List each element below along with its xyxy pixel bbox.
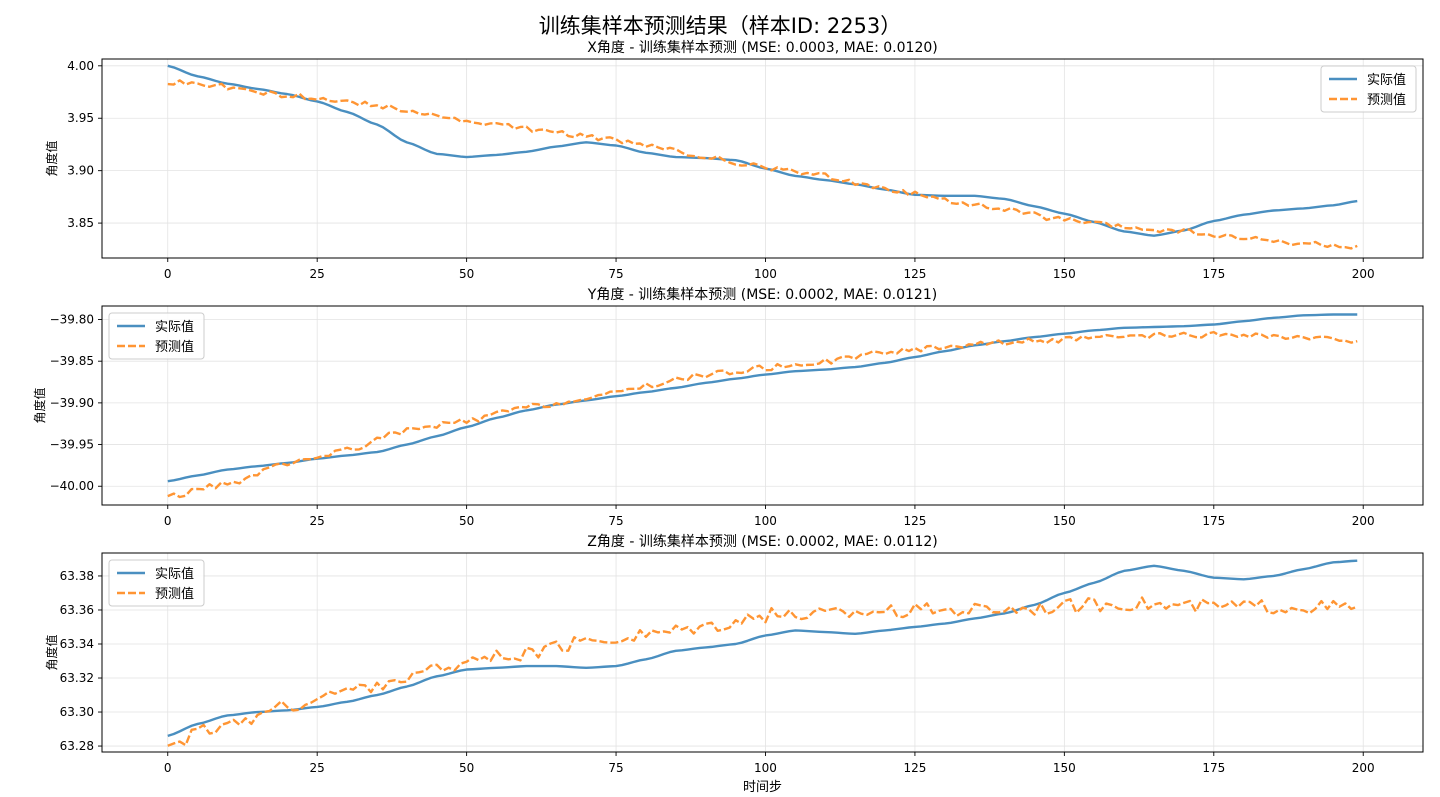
y-tick-label: 3.90	[67, 164, 94, 178]
x-tick-label: 50	[459, 761, 474, 775]
legend-box	[108, 312, 205, 360]
figure-title: 训练集样本预测结果（样本ID: 2253）	[538, 14, 902, 38]
y-tick-label: −39.85	[50, 354, 94, 368]
legend-label-actual: 实际值	[155, 566, 194, 582]
series-line-predicted	[167, 79, 1358, 250]
x-axis-label: 时间步	[743, 780, 782, 795]
x-tick-label: 150	[1053, 267, 1076, 281]
legend-box	[1320, 65, 1417, 113]
y-tick-label: −39.80	[50, 313, 94, 327]
y-axis-label: 角度值	[44, 140, 59, 176]
legend-label-predicted: 预测值	[155, 586, 194, 602]
legend-box	[108, 559, 205, 607]
subplot-title: Z角度 - 训练集样本预测 (MSE: 0.0002, MAE: 0.0112)	[587, 533, 937, 550]
x-tick-label: 200	[1352, 514, 1375, 528]
series-line-predicted	[167, 596, 1358, 747]
series-line-actual	[167, 559, 1358, 737]
x-tick-label: 100	[754, 761, 777, 775]
x-tick-label: 0	[164, 761, 172, 775]
x-tick-label: 75	[608, 761, 623, 775]
y-tick-label: 63.38	[60, 569, 94, 583]
axes-frame	[101, 552, 1424, 753]
y-tick-label: −40.00	[50, 479, 94, 493]
x-tick-label: 125	[903, 761, 926, 775]
y-tick-label: 63.28	[60, 739, 94, 753]
axes-frame	[101, 305, 1424, 506]
x-tick-label: 175	[1202, 514, 1225, 528]
legend-label-actual: 实际值	[155, 319, 194, 335]
y-tick-label: −39.95	[50, 438, 94, 452]
y-axis-label: 角度值	[44, 634, 59, 670]
x-tick-label: 150	[1053, 761, 1076, 775]
series-line-predicted	[167, 330, 1358, 499]
x-tick-label: 175	[1202, 761, 1225, 775]
x-tick-label: 175	[1202, 267, 1225, 281]
subplot-title: Y角度 - 训练集样本预测 (MSE: 0.0002, MAE: 0.0121)	[587, 286, 937, 303]
axes-frame	[101, 58, 1424, 259]
y-tick-label: 3.95	[67, 111, 94, 125]
x-tick-label: 50	[459, 267, 474, 281]
y-tick-label: 63.34	[60, 637, 94, 651]
legend-label-predicted: 预测值	[1367, 92, 1406, 108]
x-tick-label: 0	[164, 267, 172, 281]
legend-label-predicted: 预测值	[155, 339, 194, 355]
x-tick-label: 200	[1352, 267, 1375, 281]
subplot-3: 0 25 50 75 100 125 150 175 200 63.28 63.30 63.32 63.…	[44, 533, 1424, 795]
x-tick-label: 25	[310, 514, 325, 528]
x-tick-label: 25	[310, 761, 325, 775]
x-tick-label: 25	[310, 267, 325, 281]
x-tick-label: 0	[164, 514, 172, 528]
subplot-title: X角度 - 训练集样本预测 (MSE: 0.0003, MAE: 0.0120)	[587, 39, 937, 56]
y-tick-label: 63.32	[60, 671, 94, 685]
x-tick-label: 200	[1352, 761, 1375, 775]
series-line-actual	[167, 64, 1358, 237]
y-tick-label: −39.90	[50, 396, 94, 410]
x-tick-label: 100	[754, 514, 777, 528]
subplot-1: 0 25 50 75 100 125 150 175 200 3.85 3.90 3.95 4.00 X角…	[44, 39, 1424, 281]
y-tick-label: 63.30	[60, 705, 94, 719]
series-line-actual	[167, 313, 1358, 483]
y-tick-label: 4.00	[67, 59, 94, 73]
x-tick-label: 125	[903, 514, 926, 528]
x-tick-label: 150	[1053, 514, 1076, 528]
x-tick-label: 125	[903, 267, 926, 281]
x-tick-label: 75	[608, 514, 623, 528]
x-tick-label: 100	[754, 267, 777, 281]
legend-label-actual: 实际值	[1367, 72, 1406, 88]
y-axis-label: 角度值	[32, 387, 47, 423]
y-tick-label: 3.85	[67, 216, 94, 230]
y-tick-label: 63.36	[60, 603, 94, 617]
subplot-2: 0 25 50 75 100 125 150 175 200 −40.00 −39.95 −39.90…	[32, 286, 1424, 528]
x-tick-label: 75	[608, 267, 623, 281]
x-tick-label: 50	[459, 514, 474, 528]
